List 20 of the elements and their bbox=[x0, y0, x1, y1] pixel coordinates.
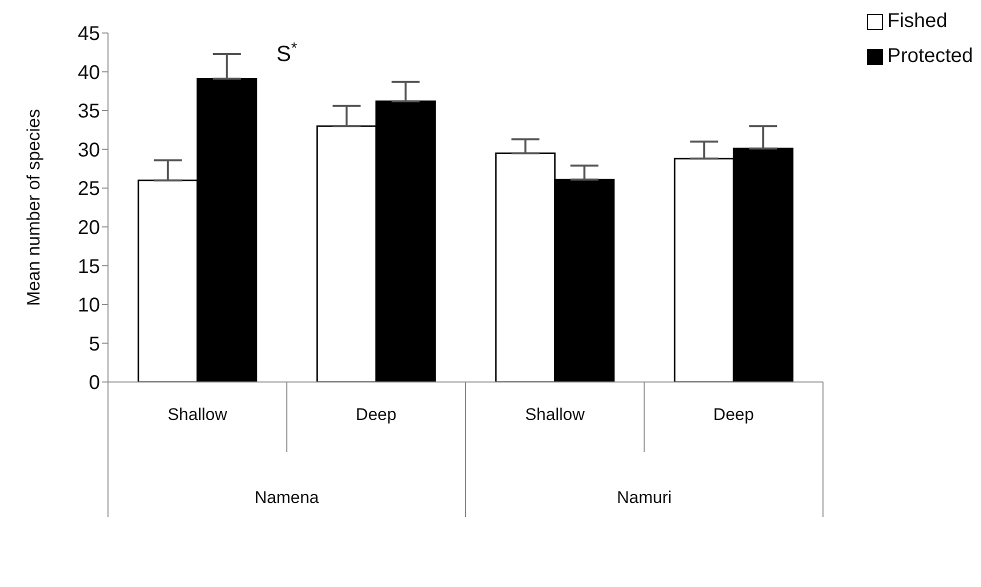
y-tick-label: 35 bbox=[78, 100, 100, 123]
y-tick-label: 40 bbox=[78, 62, 100, 84]
y-tick-label: 10 bbox=[78, 294, 100, 317]
y-tick-label: 5 bbox=[88, 333, 100, 356]
legend-label: Protected bbox=[887, 45, 973, 68]
x-tick-label: Shallow bbox=[168, 405, 228, 424]
y-tick-label: 15 bbox=[78, 256, 100, 278]
y-axis-title: Mean number of species bbox=[23, 108, 44, 306]
y-tick-label: 30 bbox=[78, 139, 100, 162]
legend-label: Fished bbox=[887, 10, 948, 33]
x-tick-label: Deep bbox=[713, 405, 754, 424]
y-tick-label: 20 bbox=[78, 216, 100, 239]
text: Namena bbox=[254, 488, 320, 507]
text: Namuri bbox=[616, 488, 672, 507]
y-tick-label: 45 bbox=[78, 23, 100, 46]
y-tick-label: 0 bbox=[88, 372, 100, 394]
y-tick-label: 25 bbox=[78, 178, 100, 200]
x-tick-label: Shallow bbox=[525, 405, 586, 424]
significance-label: S$^{*}$ bbox=[276, 40, 298, 66]
x-tick-label: Deep bbox=[356, 405, 396, 424]
